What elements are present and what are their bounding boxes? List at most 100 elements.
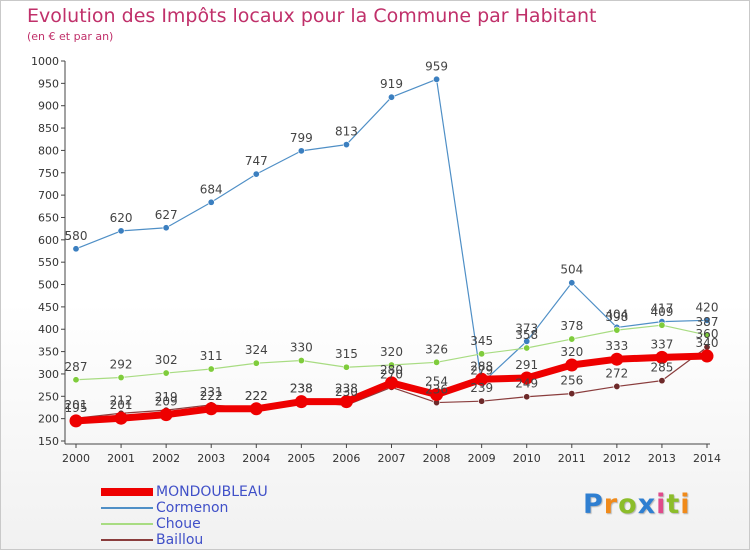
data-point-cormenon xyxy=(207,198,215,206)
y-tick-label: 350 xyxy=(38,346,59,359)
data-point-mondoubleau xyxy=(475,372,489,386)
data-label-choue: 311 xyxy=(200,349,223,363)
data-label-mondoubleau: 333 xyxy=(605,339,628,353)
data-point-cormenon xyxy=(703,316,711,324)
data-label-mondoubleau: 238 xyxy=(290,382,313,396)
data-label-baillou: 222 xyxy=(245,389,268,403)
data-label-cormenon: 504 xyxy=(560,263,583,277)
legend-swatch xyxy=(101,507,153,509)
x-tick-label: 2011 xyxy=(558,452,586,465)
legend-label: Cormenon xyxy=(156,500,229,516)
data-label-baillou: 239 xyxy=(470,381,493,395)
data-point-choue xyxy=(252,359,260,367)
data-label-cormenon: 417 xyxy=(650,302,673,316)
data-point-choue xyxy=(658,321,666,329)
y-tick-label: 850 xyxy=(38,122,59,135)
data-label-cormenon: 373 xyxy=(515,321,538,335)
data-label-choue: 330 xyxy=(290,341,313,355)
chart-title: Evolution des Impôts locaux pour la Comm… xyxy=(27,5,597,27)
data-label-mondoubleau: 337 xyxy=(650,337,673,351)
y-tick-label: 900 xyxy=(38,100,59,113)
data-label-choue: 320 xyxy=(380,345,403,359)
chart-subtitle: (en € et par an) xyxy=(27,30,114,43)
y-tick-label: 500 xyxy=(38,279,59,292)
data-point-choue xyxy=(703,331,711,339)
data-point-baillou xyxy=(568,390,576,398)
data-label-baillou: 219 xyxy=(155,390,178,404)
data-label-choue: 315 xyxy=(335,347,358,361)
data-point-choue xyxy=(342,363,350,371)
data-label-choue: 326 xyxy=(425,342,448,356)
x-tick-label: 2005 xyxy=(287,452,315,465)
legend-label: Choue xyxy=(156,516,201,532)
data-label-mondoubleau: 280 xyxy=(380,363,403,377)
data-point-mondoubleau xyxy=(294,395,308,409)
data-point-cormenon xyxy=(387,93,395,101)
y-tick-label: 950 xyxy=(38,77,59,90)
data-label-baillou: 230 xyxy=(335,385,358,399)
data-point-mondoubleau xyxy=(610,352,624,366)
data-label-mondoubleau: 320 xyxy=(560,345,583,359)
x-tick-label: 2014 xyxy=(693,452,721,465)
data-point-mondoubleau xyxy=(339,395,353,409)
data-point-choue xyxy=(478,350,486,358)
y-tick-label: 650 xyxy=(38,211,59,224)
data-label-mondoubleau: 195 xyxy=(65,401,88,415)
legend-swatch xyxy=(101,488,153,496)
x-tick-label: 2010 xyxy=(513,452,541,465)
data-point-mondoubleau xyxy=(430,388,444,402)
data-label-baillou: 360 xyxy=(696,327,719,341)
data-point-mondoubleau xyxy=(249,402,263,416)
y-tick-label: 150 xyxy=(38,435,59,448)
data-label-mondoubleau: 288 xyxy=(470,359,493,373)
legend-label: Baillou xyxy=(156,532,204,548)
data-point-mondoubleau xyxy=(69,414,83,428)
y-tick-label: 400 xyxy=(38,323,59,336)
data-point-choue xyxy=(117,374,125,382)
data-label-choue: 324 xyxy=(245,343,268,357)
y-tick-label: 250 xyxy=(38,390,59,403)
data-label-mondoubleau: 291 xyxy=(515,358,538,372)
data-label-choue: 358 xyxy=(515,328,538,342)
data-label-baillou: 270 xyxy=(380,367,403,381)
data-label-mondoubleau: 222 xyxy=(245,389,268,403)
y-tick-label: 1000 xyxy=(31,55,59,68)
data-point-choue xyxy=(387,361,395,369)
x-tick-label: 2006 xyxy=(332,452,360,465)
data-point-mondoubleau xyxy=(520,371,534,385)
data-point-mondoubleau xyxy=(385,376,398,390)
data-point-mondoubleau xyxy=(565,358,579,372)
data-point-mondoubleau xyxy=(159,408,173,422)
data-label-choue: 387 xyxy=(696,315,719,329)
data-label-choue: 409 xyxy=(650,305,673,319)
data-point-choue xyxy=(162,369,170,377)
x-tick-label: 2013 xyxy=(648,452,676,465)
x-tick-label: 2001 xyxy=(107,452,135,465)
data-point-mondoubleau xyxy=(700,349,714,363)
series-line-cormenon xyxy=(75,78,708,384)
x-tick-label: 2004 xyxy=(242,452,270,465)
data-label-mondoubleau: 222 xyxy=(200,389,223,403)
data-point-choue xyxy=(433,358,441,366)
data-point-cormenon xyxy=(568,279,576,287)
data-point-choue xyxy=(523,344,531,352)
data-point-cormenon xyxy=(117,227,125,235)
data-point-baillou xyxy=(478,397,486,405)
data-label-mondoubleau: 201 xyxy=(110,398,133,412)
x-tick-label: 2007 xyxy=(378,452,406,465)
legend-swatch xyxy=(101,523,153,525)
data-label-cormenon: 404 xyxy=(605,307,628,321)
x-tick-label: 2003 xyxy=(197,452,225,465)
y-tick-label: 300 xyxy=(38,368,59,381)
data-label-baillou: 272 xyxy=(605,366,628,380)
data-label-baillou: 249 xyxy=(515,377,538,391)
x-tick-label: 2008 xyxy=(423,452,451,465)
data-label-baillou: 201 xyxy=(65,398,88,412)
data-point-baillou xyxy=(523,393,531,401)
y-tick-label: 550 xyxy=(38,256,59,269)
data-label-mondoubleau: 238 xyxy=(335,382,358,396)
data-label-choue: 302 xyxy=(155,353,178,367)
data-point-cormenon xyxy=(433,75,441,83)
x-tick-label: 2012 xyxy=(603,452,631,465)
x-tick-label: 2000 xyxy=(62,452,90,465)
